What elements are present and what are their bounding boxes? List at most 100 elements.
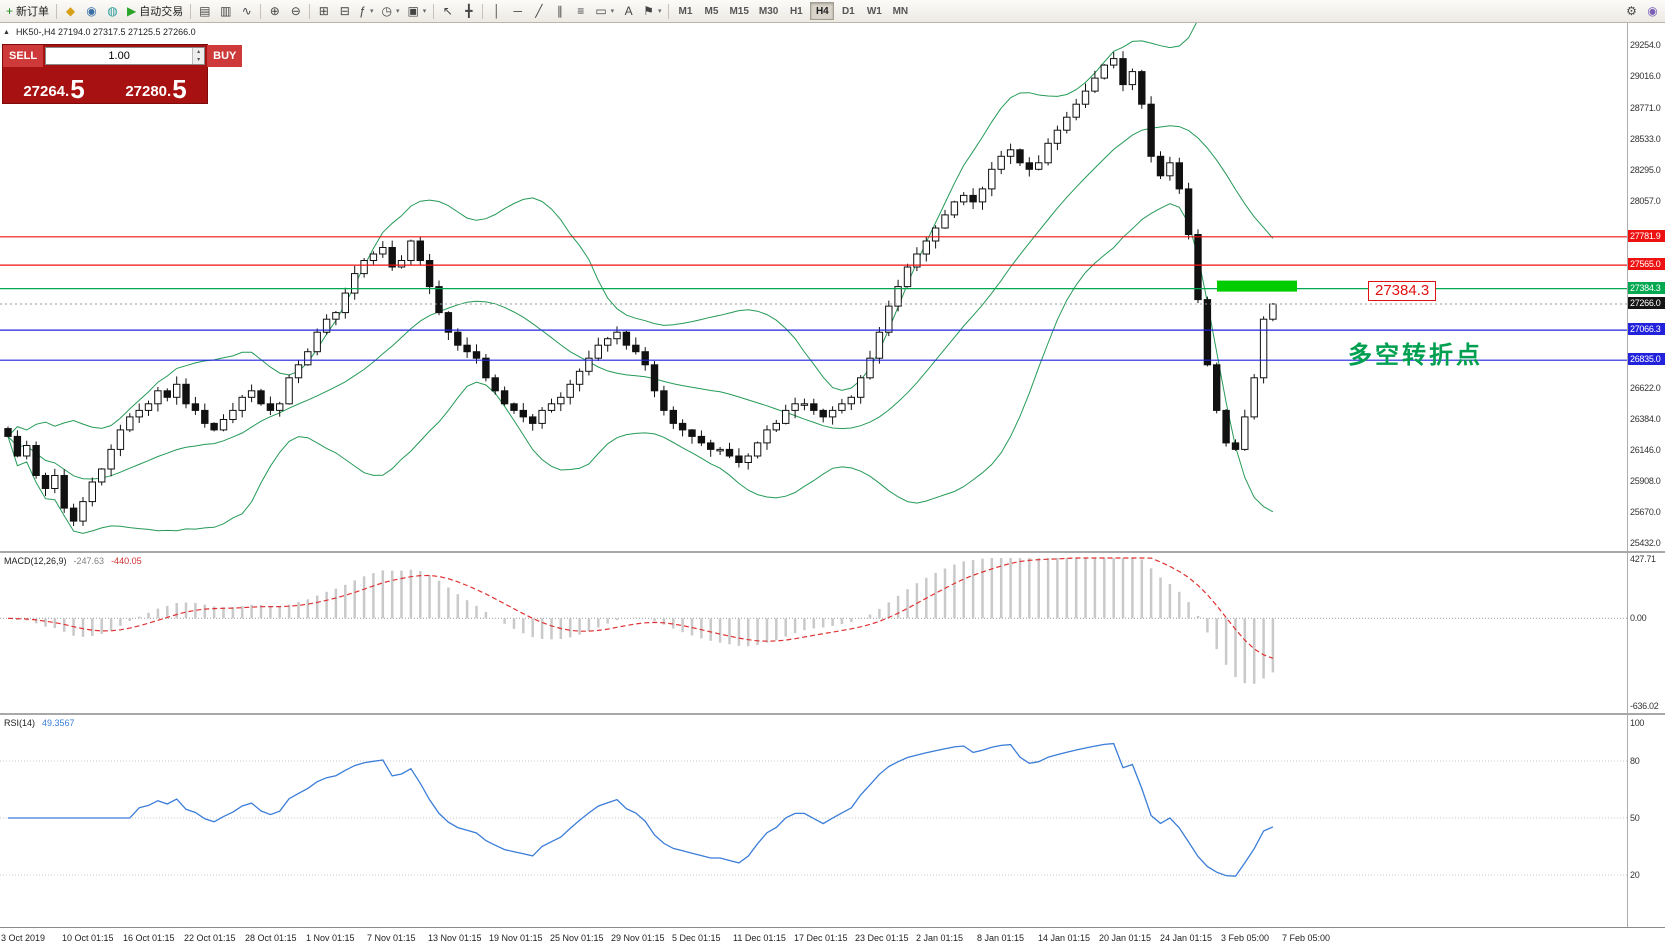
- panel-divider-2[interactable]: [0, 713, 1665, 715]
- candle-body: [407, 240, 415, 261]
- timeframe-m5[interactable]: M5: [699, 2, 723, 20]
- price-tick: 29016.0: [1630, 71, 1661, 81]
- candle-body: [1269, 303, 1277, 320]
- line-chart-button[interactable]: ∿: [236, 2, 257, 21]
- volume-decrease-button[interactable]: ▾: [193, 56, 205, 64]
- price-chart-canvas[interactable]: [0, 23, 1628, 551]
- indicators-button[interactable]: ƒ ▾: [355, 2, 377, 21]
- candle-body: [997, 155, 1005, 170]
- candle-body: [678, 422, 687, 431]
- price-tick: 25670.0: [1630, 507, 1661, 517]
- pivot-highlight-zone: [1217, 280, 1297, 292]
- candle-body: [322, 318, 331, 333]
- time-label: 22 Oct 01:15: [184, 933, 236, 943]
- zoom-in-button[interactable]: ⊕: [264, 2, 285, 21]
- candle-body: [13, 435, 22, 457]
- favorites-icon[interactable]: ◆: [60, 2, 81, 21]
- candle-body: [969, 194, 977, 203]
- shapes-icon: ▭: [595, 4, 607, 18]
- macd-canvas[interactable]: [0, 553, 1628, 713]
- auto-scroll-button[interactable]: ⊟: [334, 2, 355, 21]
- rsi-axis: 100 80 50 20: [1627, 715, 1665, 927]
- price-level-label: 27066.3: [1628, 323, 1665, 336]
- candle-body: [360, 260, 368, 275]
- text-button[interactable]: A: [618, 2, 639, 21]
- channel-button[interactable]: ∥: [549, 2, 570, 21]
- zoom-out-button[interactable]: ⊖: [285, 2, 306, 21]
- volume-input[interactable]: [46, 48, 193, 64]
- candle-body: [1203, 299, 1212, 366]
- ask-price[interactable]: 27280. 5: [105, 67, 207, 103]
- bollinger-band-line: [7, 125, 1274, 480]
- candlestick-chart-button[interactable]: ▥: [215, 2, 236, 21]
- time-label: 24 Jan 01:15: [1160, 933, 1213, 943]
- buy-button[interactable]: BUY: [207, 45, 243, 67]
- tile-windows-button[interactable]: ⊞: [313, 2, 334, 21]
- zoom-out-icon: ⊖: [290, 4, 301, 18]
- templates-button[interactable]: ▣ ▾: [403, 2, 430, 21]
- pivot-price-callout[interactable]: 27384.3: [1368, 281, 1437, 301]
- time-axis[interactable]: 3 Oct 2019 10 Oct 01:15 16 Oct 01:15 22 Oct…: [0, 927, 1665, 949]
- cursor-button[interactable]: ↖: [437, 2, 458, 21]
- timeframe-m30[interactable]: M30: [755, 2, 782, 20]
- candle-body: [1063, 116, 1071, 131]
- candle-body: [257, 390, 265, 405]
- time-label: 5 Dec 01:15: [672, 933, 721, 943]
- crosshair-icon: ╋: [465, 4, 473, 18]
- new-order-button[interactable]: + 新订单: [2, 2, 53, 21]
- trendline-button[interactable]: ╱: [528, 2, 549, 21]
- timeframe-w1[interactable]: W1: [862, 2, 886, 20]
- vertical-line-button[interactable]: │: [486, 2, 507, 21]
- panel-divider[interactable]: [0, 551, 1665, 553]
- candlestick-chart-icon: ▥: [220, 4, 232, 18]
- price-axis[interactable]: 29254.0 29016.0 28771.0 28533.0 28295.0 28057…: [1627, 23, 1665, 551]
- market-watch-icon[interactable]: ◉: [81, 2, 102, 21]
- fibonacci-button[interactable]: ≡: [570, 2, 591, 21]
- new-order-icon: +: [6, 4, 14, 18]
- horizontal-line-button[interactable]: ─: [507, 2, 528, 21]
- price-tick: 26384.0: [1630, 414, 1661, 424]
- arrows-button[interactable]: ⚑ ▾: [639, 2, 665, 21]
- timeframe-h4[interactable]: H4: [810, 2, 835, 20]
- bollinger-band-line: [7, 203, 1274, 534]
- bid-price-main: 27264.: [23, 83, 70, 100]
- timeframe-m15[interactable]: M15: [725, 2, 752, 20]
- bid-price[interactable]: 27264. 5: [3, 67, 105, 103]
- volume-increase-button[interactable]: ▴: [193, 48, 205, 56]
- bar-chart-button[interactable]: ▤: [194, 2, 215, 21]
- candle-body: [191, 403, 200, 411]
- crosshair-button[interactable]: ╋: [458, 2, 479, 21]
- price-level-label: 27781.9: [1628, 229, 1665, 242]
- candle-body: [716, 448, 724, 452]
- horizontal-line-icon: ─: [513, 4, 523, 18]
- candle-body: [116, 429, 125, 450]
- dropdown-arrow-icon: ▾: [657, 8, 662, 15]
- sell-button[interactable]: SELL: [3, 45, 44, 67]
- chart-shift-marker-icon[interactable]: ▲: [3, 28, 10, 36]
- candle-body: [1222, 409, 1230, 444]
- indicators-icon: ƒ: [359, 4, 366, 18]
- candle-body: [1025, 162, 1033, 170]
- settings-button[interactable]: ⚙: [1621, 2, 1642, 21]
- candle-body: [697, 435, 706, 444]
- candle-body: [566, 383, 574, 398]
- settings-icon: ⚙: [1626, 4, 1637, 18]
- timeframe-m1[interactable]: M1: [673, 2, 697, 20]
- candle-body: [707, 442, 715, 450]
- candle-body: [444, 312, 453, 333]
- timeframe-h1[interactable]: H1: [784, 2, 808, 20]
- data-window-icon[interactable]: ◍: [102, 2, 123, 21]
- rsi-canvas[interactable]: [0, 715, 1628, 927]
- price-chart-panel: ▲ HK50-,H4 27194.0 27317.5 27125.5 27266…: [0, 23, 1665, 551]
- time-label: 28 Oct 01:15: [245, 933, 297, 943]
- price-level-label: 27266.0: [1628, 297, 1665, 309]
- macd-panel: MACD(12,26,9) -247.63 -440.05 427.71 0.00…: [0, 553, 1665, 713]
- timeframe-d1[interactable]: D1: [836, 2, 860, 20]
- candle-body: [32, 445, 40, 476]
- timeframe-mn[interactable]: MN: [888, 2, 912, 20]
- toolbar-separator: [433, 3, 435, 19]
- help-button[interactable]: ◉: [1642, 2, 1663, 21]
- auto-trading-button[interactable]: ▶ 自动交易: [123, 2, 187, 21]
- shapes-button[interactable]: ▭ ▾: [591, 2, 618, 21]
- periods-button[interactable]: ◷ ▾: [377, 2, 403, 21]
